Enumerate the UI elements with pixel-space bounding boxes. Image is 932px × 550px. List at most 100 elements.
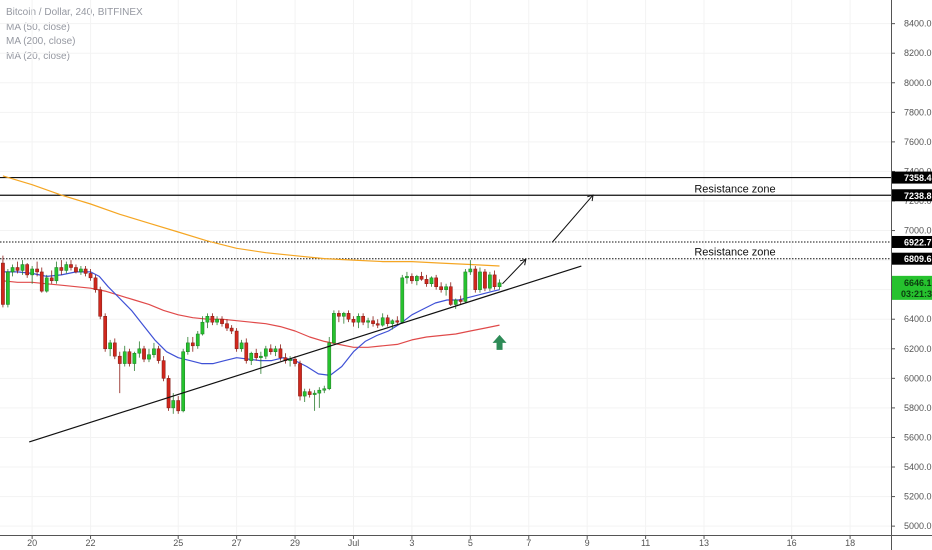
y-tick-label: 6400.0	[904, 314, 932, 324]
x-tick-label: Jul	[348, 538, 360, 548]
y-tick-label: 6200.0	[904, 344, 932, 354]
candle	[54, 267, 59, 282]
candle	[35, 268, 39, 273]
legend-ma50: MA (50, close)	[6, 21, 70, 33]
x-tick-label: 13	[699, 538, 709, 548]
candle	[215, 318, 219, 323]
candle	[83, 268, 88, 274]
candle	[444, 286, 448, 290]
candle	[375, 323, 380, 326]
x-tick-label: 18	[845, 538, 855, 548]
candle	[161, 360, 166, 379]
candle	[332, 313, 336, 344]
candle	[361, 316, 365, 323]
ma20-line	[2, 271, 500, 376]
y-tick-label: 7600.0	[904, 137, 932, 147]
y-tick-label: 5800.0	[904, 403, 932, 413]
level-tag	[892, 171, 932, 184]
level-tag-label: 6809.6	[904, 254, 932, 264]
resistance-zone-label: Resistance zone	[694, 183, 775, 195]
candle	[415, 276, 419, 282]
candle	[327, 342, 332, 389]
candle	[351, 318, 356, 323]
candle	[210, 316, 215, 323]
projection-arrow-long-head	[587, 194, 594, 202]
candle	[185, 342, 190, 352]
candle	[112, 342, 117, 357]
candle	[395, 320, 400, 323]
level-tag-label: 6922.7	[904, 237, 932, 247]
candle	[448, 286, 453, 305]
candle	[337, 313, 341, 317]
candle	[156, 348, 161, 361]
candle	[93, 277, 98, 290]
y-tick-label: 7400.0	[904, 166, 932, 176]
candle	[385, 317, 390, 324]
ma50-line	[2, 280, 500, 348]
candle	[234, 330, 239, 350]
candle	[200, 321, 205, 335]
x-tick-label: 11	[641, 538, 650, 548]
candle	[176, 400, 181, 412]
y-tick-label: 5400.0	[904, 462, 932, 472]
candle	[307, 391, 312, 395]
candle	[88, 273, 93, 279]
legend-ma20: MA (20, close)	[6, 50, 70, 62]
candle	[44, 277, 49, 292]
candle	[142, 348, 146, 360]
x-tick-label: 9	[585, 538, 590, 548]
candle	[322, 388, 327, 391]
candle	[69, 264, 73, 268]
candle	[488, 274, 492, 289]
x-tick-label: 22	[86, 538, 96, 548]
candle	[410, 276, 414, 282]
candle	[341, 313, 346, 317]
candle	[458, 299, 463, 302]
candle	[205, 316, 210, 323]
candle	[79, 268, 83, 273]
y-tick-label: 5000.0	[904, 521, 932, 531]
candle	[317, 389, 322, 394]
candle	[166, 378, 171, 409]
candle	[254, 352, 259, 358]
candle	[1, 262, 5, 305]
candle	[268, 348, 273, 352]
x-tick-label: 5	[468, 538, 473, 548]
candle	[273, 348, 278, 352]
level-tag-label: 7238.8	[904, 191, 932, 201]
candle	[190, 342, 195, 347]
level-tag	[892, 235, 932, 248]
up-arrow-icon	[492, 334, 507, 350]
candle	[25, 264, 30, 276]
last-price-label: 6646.1	[904, 278, 932, 288]
candle	[20, 264, 25, 271]
candle	[49, 277, 54, 282]
candle	[405, 276, 409, 279]
candle	[497, 282, 502, 287]
candle	[463, 271, 468, 302]
x-tick-label: 7	[526, 538, 531, 548]
projection-arrow-long	[551, 194, 594, 243]
candle	[39, 271, 44, 292]
level-tag	[892, 189, 932, 202]
candle	[419, 276, 424, 280]
candle	[293, 358, 297, 364]
candle	[483, 271, 487, 289]
y-tick-label: 8000.0	[904, 78, 932, 88]
y-tick-label: 5600.0	[904, 432, 932, 442]
candle	[171, 400, 176, 409]
candle	[117, 355, 122, 364]
y-tick-label: 7800.0	[904, 107, 932, 117]
x-tick-label: 27	[232, 538, 242, 548]
y-tick-label: 5200.0	[904, 492, 932, 502]
candle	[400, 277, 405, 323]
y-tick-label: 7000.0	[904, 226, 932, 236]
candle	[103, 316, 108, 350]
x-tick-label: 20	[27, 538, 37, 548]
y-tick-label: 6000.0	[904, 373, 932, 383]
chart-title: Bitcoin / Dollar, 240, BITFINEX	[6, 7, 143, 18]
candle	[263, 348, 268, 357]
x-tick-label: 16	[787, 538, 797, 548]
candle	[127, 351, 132, 364]
